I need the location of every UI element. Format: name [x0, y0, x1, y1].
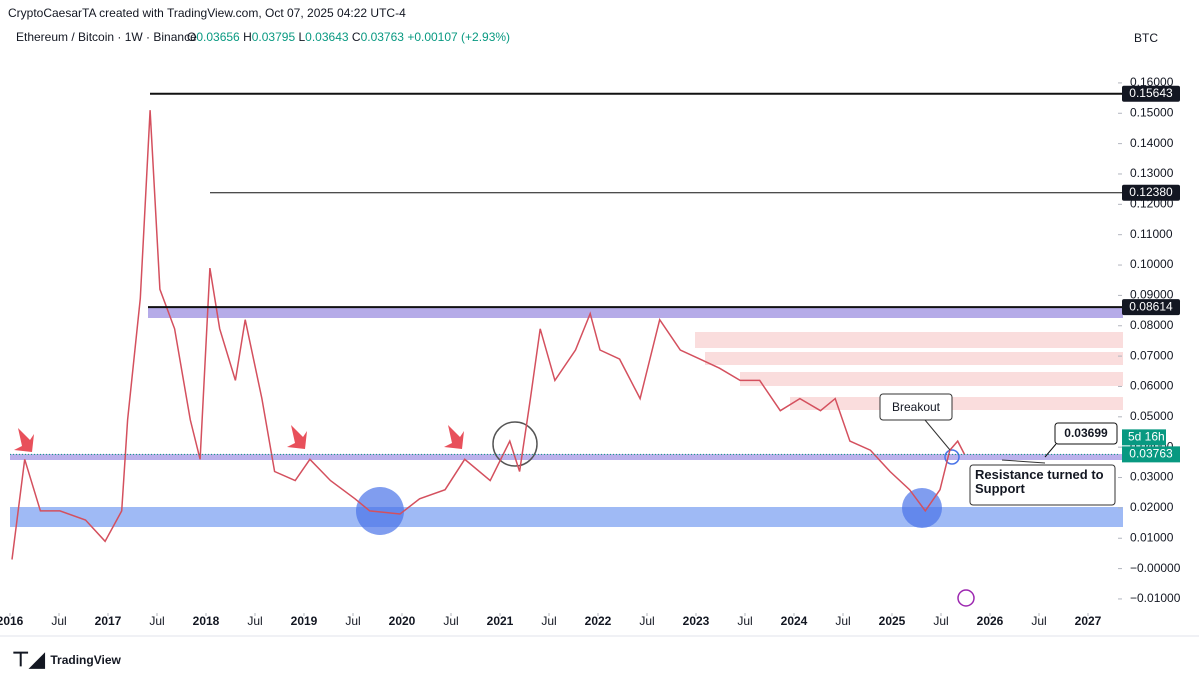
- x-tick-label: 2027: [1075, 614, 1102, 628]
- x-tick-label: 2016: [0, 614, 24, 628]
- x-tick-label: Jul: [345, 614, 360, 628]
- highlight-circle: [356, 487, 404, 535]
- currency: BTC: [1134, 31, 1158, 45]
- x-tick-label: 2019: [291, 614, 318, 628]
- resistance-zone: [148, 307, 1123, 318]
- y-tick-label: 0.10000: [1130, 257, 1174, 271]
- demand-zone: [10, 507, 1123, 527]
- zone: [740, 372, 1123, 386]
- annotation: Resistance turned to Support: [975, 468, 1104, 496]
- annotation-pointer: [1044, 443, 1057, 458]
- zone: [790, 397, 1123, 410]
- x-tick-label: 2026: [977, 614, 1004, 628]
- breakout-circle: [944, 449, 960, 465]
- y-tick-label: 0.16000: [1130, 75, 1174, 89]
- y-tick-label: 0.08000: [1130, 318, 1174, 332]
- arrow: [444, 425, 464, 449]
- last-price-label: 0.03763: [1129, 447, 1173, 461]
- ohlc-key: O: [187, 30, 196, 44]
- pink-zones: [695, 332, 1123, 410]
- x-tick-label: Jul: [933, 614, 948, 628]
- y-tick-label: 0.01000: [1130, 530, 1174, 544]
- ohlc-key: H: [243, 30, 252, 44]
- breakout-circle: [492, 421, 538, 467]
- y-tick-label: 0.02000: [1130, 500, 1174, 514]
- support-line-zone: [10, 454, 1123, 460]
- ohlc-value: 0.03763: [361, 30, 405, 44]
- level-label-bg: [1122, 299, 1180, 316]
- arrow: [14, 428, 34, 452]
- annotation-box: [1054, 422, 1118, 445]
- annotation-wrap: Resistance turned to Support: [975, 468, 1104, 496]
- zone: [695, 332, 1123, 348]
- event-icon[interactable]: [957, 589, 975, 607]
- x-tick-label: Jul: [51, 614, 66, 628]
- credit: CryptoCaesarTA created with TradingView.…: [8, 6, 406, 20]
- arrow: [287, 425, 307, 449]
- annotation: 0.03699: [1064, 426, 1108, 440]
- x-tick-label: 2022: [585, 614, 612, 628]
- x-tick-label: Jul: [737, 614, 752, 628]
- annotation-pointer: [1001, 459, 1046, 464]
- y-tick-label: 0.09000: [1130, 288, 1174, 302]
- x-tick-label: 2025: [879, 614, 906, 628]
- ohlc: O0.03656 H0.03795 L0.03643 C0.03763 +0.0…: [187, 30, 510, 44]
- level-label-bg: [1122, 184, 1180, 201]
- ohlc-value: 0.03795: [252, 30, 296, 44]
- level-label-bg: [1122, 85, 1180, 102]
- ohlc-value: 0.03643: [305, 30, 349, 44]
- x-tick-label: 2020: [389, 614, 416, 628]
- x-tick-label: 2024: [781, 614, 808, 628]
- brand-logo: ⊤◢ TradingView: [12, 649, 121, 671]
- ohlc-value: 0.03656: [196, 30, 240, 44]
- x-tick-label: Jul: [639, 614, 654, 628]
- y-tick-label: 0.15000: [1130, 105, 1174, 119]
- level-label: 0.08614: [1129, 299, 1173, 313]
- x-tick-label: Jul: [835, 614, 850, 628]
- y-tick-label: −0.01000: [1130, 591, 1181, 605]
- x-tick-label: 2023: [683, 614, 710, 628]
- plot: [10, 110, 1118, 560]
- annotation: Breakout: [892, 400, 941, 414]
- ohlc-values: O0.03656 H0.03795 L0.03643 C0.03763 +0.0…: [187, 30, 510, 44]
- countdown-bg: [1122, 429, 1166, 446]
- x-tick-label: Jul: [541, 614, 556, 628]
- y-tick-label: 0.05000: [1130, 409, 1174, 423]
- brand: TradingView: [50, 653, 121, 667]
- y-tick-label: −0.00000: [1130, 561, 1181, 575]
- x-tick-label: Jul: [149, 614, 164, 628]
- last-price-bg: [1122, 446, 1180, 463]
- price-line: [11, 110, 966, 560]
- y-tick-label: 0.06000: [1130, 379, 1174, 393]
- x-tick-label: 2021: [487, 614, 514, 628]
- level-label: 0.12380: [1129, 185, 1173, 199]
- annotation-pointer: [924, 419, 951, 451]
- x-tick-label: 2017: [95, 614, 122, 628]
- highlight-circle: [902, 488, 942, 528]
- zone: [705, 352, 1123, 365]
- countdown: 5d 16h: [1128, 430, 1165, 444]
- y-tick-label: 0.14000: [1130, 136, 1174, 150]
- level-label: 0.15643: [1129, 86, 1173, 100]
- x-tick-label: 2018: [193, 614, 220, 628]
- arrows: [14, 425, 464, 452]
- symbol: Ethereum / Bitcoin · 1W · Binance: [16, 30, 197, 44]
- y-tick-label: 0.13000: [1130, 166, 1174, 180]
- ohlc-key: C: [352, 30, 361, 44]
- y-tick-label: 0.07000: [1130, 348, 1174, 362]
- annotation-box: [879, 393, 953, 421]
- y-tick-label: 0.03000: [1130, 470, 1174, 484]
- y-tick-label: 0.11000: [1130, 227, 1173, 241]
- annotation-box: [969, 464, 1116, 506]
- x-tick-label: Jul: [443, 614, 458, 628]
- x-tick-label: Jul: [1031, 614, 1046, 628]
- ohlc-key: L: [298, 30, 305, 44]
- x-tick-label: Jul: [247, 614, 262, 628]
- change: +0.00107 (+2.93%): [407, 30, 510, 44]
